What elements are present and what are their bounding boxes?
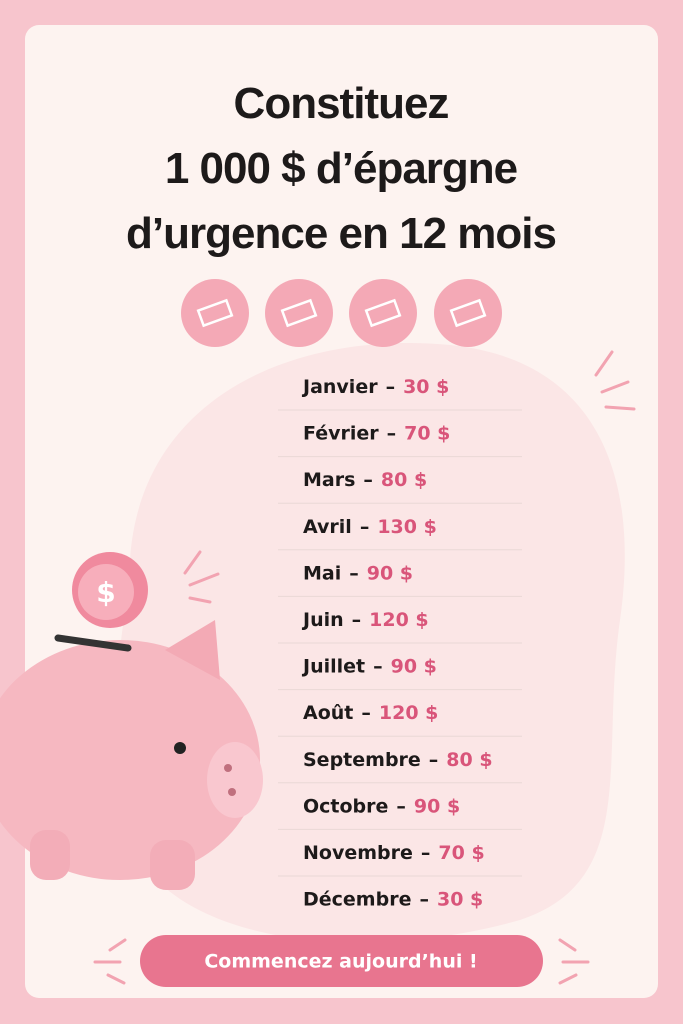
separator: – [349,562,359,584]
list-row: Juillet –90 $ [301,655,437,677]
separator: – [419,888,429,910]
icons [181,279,502,347]
list-row: Décembre –30 $ [303,888,483,910]
list-row: Juin –120 $ [301,609,429,631]
month: Mars [303,469,355,491]
amount: 70 $ [404,422,450,444]
month: Septembre [303,748,421,770]
separator: – [396,795,406,817]
cta-button[interactable] [140,935,543,987]
amount: 80 $ [381,469,427,491]
amount: 120 $ [379,702,439,724]
icon-glyphs [196,298,487,328]
list-row: Septembre –80 $ [303,748,493,770]
money-icon [434,279,502,347]
amount: 120 $ [369,609,429,631]
separator: – [363,469,373,491]
list-row: Janvier –30 $ [301,376,449,398]
month: Février [303,422,379,444]
separator: – [386,376,396,398]
sparkles [93,350,636,985]
separator: – [360,515,370,537]
month: Juillet [301,655,365,677]
amount: 90 $ [391,655,437,677]
separator: – [421,842,431,864]
list-row: Avril –130 $ [303,515,437,537]
month: Mai [303,562,341,584]
list-row: Mars –80 $ [303,469,427,491]
amount: 80 $ [446,748,492,770]
month: Avril [303,515,352,537]
money-icon [349,279,417,347]
list-row: Août –120 $ [303,702,438,724]
list-row: Mai –90 $ [303,562,413,584]
money-icon [181,279,249,347]
separator: – [361,702,371,724]
savings-list: Janvier –30 $Février –70 $Mars –80 $Avril –1… [278,376,522,910]
separator: – [387,422,397,444]
title: Constituez 1 000 $ d’épargne d’urgence en … [126,79,557,258]
amount: 90 $ [367,562,413,584]
month: Octobre [303,795,388,817]
title-line: Constituez [234,79,449,128]
coin-symbol: $ [96,576,115,609]
amount: 70 $ [438,842,484,864]
amount: 90 $ [414,795,460,817]
amount: 30 $ [437,888,483,910]
month: Décembre [303,888,411,910]
amount: 30 $ [403,376,449,398]
money-icon [265,279,333,347]
separator: – [429,748,439,770]
title-line: d’urgence en 12 mois [126,209,556,258]
month: Août [303,702,353,724]
list-row: Octobre –90 $ [303,795,460,817]
cta-label[interactable]: Commencez aujourd’hui ! [204,951,477,973]
list-row: Février –70 $ [303,422,450,444]
separator: – [373,655,383,677]
month: Juin [301,609,344,631]
list-row: Novembre –70 $ [303,842,485,864]
month: Janvier [301,376,378,398]
amount: 130 $ [377,515,437,537]
month: Novembre [303,842,413,864]
title-line: 1 000 $ d’épargne [165,144,517,193]
separator: – [352,609,362,631]
piggy-bank: $ [0,552,263,890]
